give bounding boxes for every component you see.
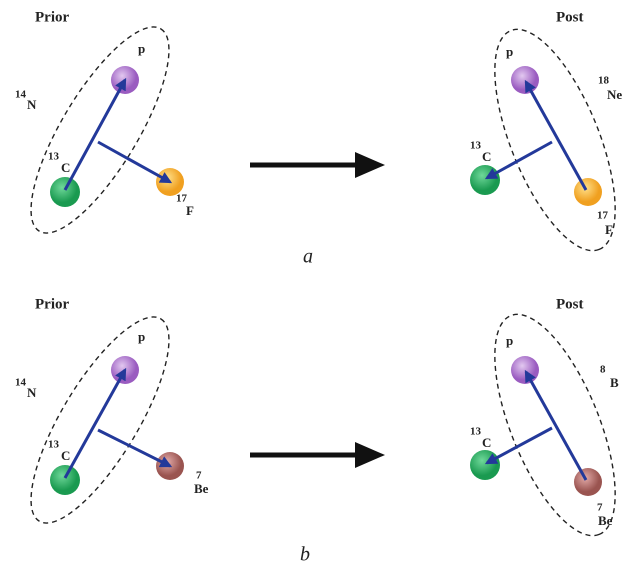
mass: 13 xyxy=(48,151,60,163)
mass: 13 xyxy=(48,439,60,451)
symbol: C xyxy=(61,448,70,463)
symbol: N xyxy=(27,97,37,112)
proton xyxy=(511,66,539,94)
panel-a-post: Post p 18 Ne 13 C 17 F xyxy=(470,9,632,265)
symbol: Ne xyxy=(607,87,622,102)
caption: b xyxy=(300,544,310,566)
mass: 7 xyxy=(196,470,202,482)
symbol: C xyxy=(61,160,70,175)
caption: a xyxy=(303,246,313,268)
fragment xyxy=(574,178,602,206)
vector xyxy=(487,428,552,463)
title: Prior xyxy=(35,9,69,25)
mass: 13 xyxy=(470,426,482,438)
symbol: N xyxy=(27,385,37,400)
proton-label: p xyxy=(138,329,145,344)
core xyxy=(470,450,500,480)
mass: 17 xyxy=(597,210,609,222)
symbol: C xyxy=(482,149,491,164)
proton-label: p xyxy=(506,333,513,348)
vector xyxy=(526,82,586,190)
symbol: C xyxy=(482,435,491,450)
panel-b-prior: Prior 14 N p 13 C 7 Be xyxy=(7,296,209,540)
core xyxy=(50,177,80,207)
transition-arrow xyxy=(250,442,385,468)
proton-label: p xyxy=(138,41,145,56)
title: Prior xyxy=(35,296,69,312)
mass: 14 xyxy=(15,89,27,101)
vector xyxy=(487,142,552,178)
symbol: F xyxy=(186,203,194,218)
mass: 7 xyxy=(597,502,603,514)
fragment xyxy=(574,468,602,496)
symbol: F xyxy=(605,222,613,237)
transition-arrow xyxy=(250,152,385,178)
vector xyxy=(98,430,170,466)
symbol: B xyxy=(610,375,619,390)
mass: 14 xyxy=(15,377,27,389)
title: Post xyxy=(556,296,584,312)
core xyxy=(50,465,80,495)
mass: 13 xyxy=(470,140,482,152)
system-ellipse xyxy=(7,9,194,250)
mass: 8 xyxy=(600,364,606,376)
vector xyxy=(65,80,125,190)
system-ellipse xyxy=(7,299,194,540)
symbol: Be xyxy=(194,481,209,496)
proton xyxy=(511,356,539,384)
mass: 18 xyxy=(598,75,610,87)
proton-label: p xyxy=(506,44,513,59)
panel-b-post: Post p 8 B 13 C 7 Be xyxy=(470,296,632,550)
core xyxy=(470,165,500,195)
diagram: Prior 14 N p 13 C 17 F Post p 18 Ne 13 C… xyxy=(0,0,632,570)
vector xyxy=(65,370,125,478)
title: Post xyxy=(556,9,584,25)
panel-a-prior: Prior 14 N p 13 C 17 F xyxy=(7,9,194,250)
vector xyxy=(526,372,586,480)
symbol: Be xyxy=(598,513,613,528)
